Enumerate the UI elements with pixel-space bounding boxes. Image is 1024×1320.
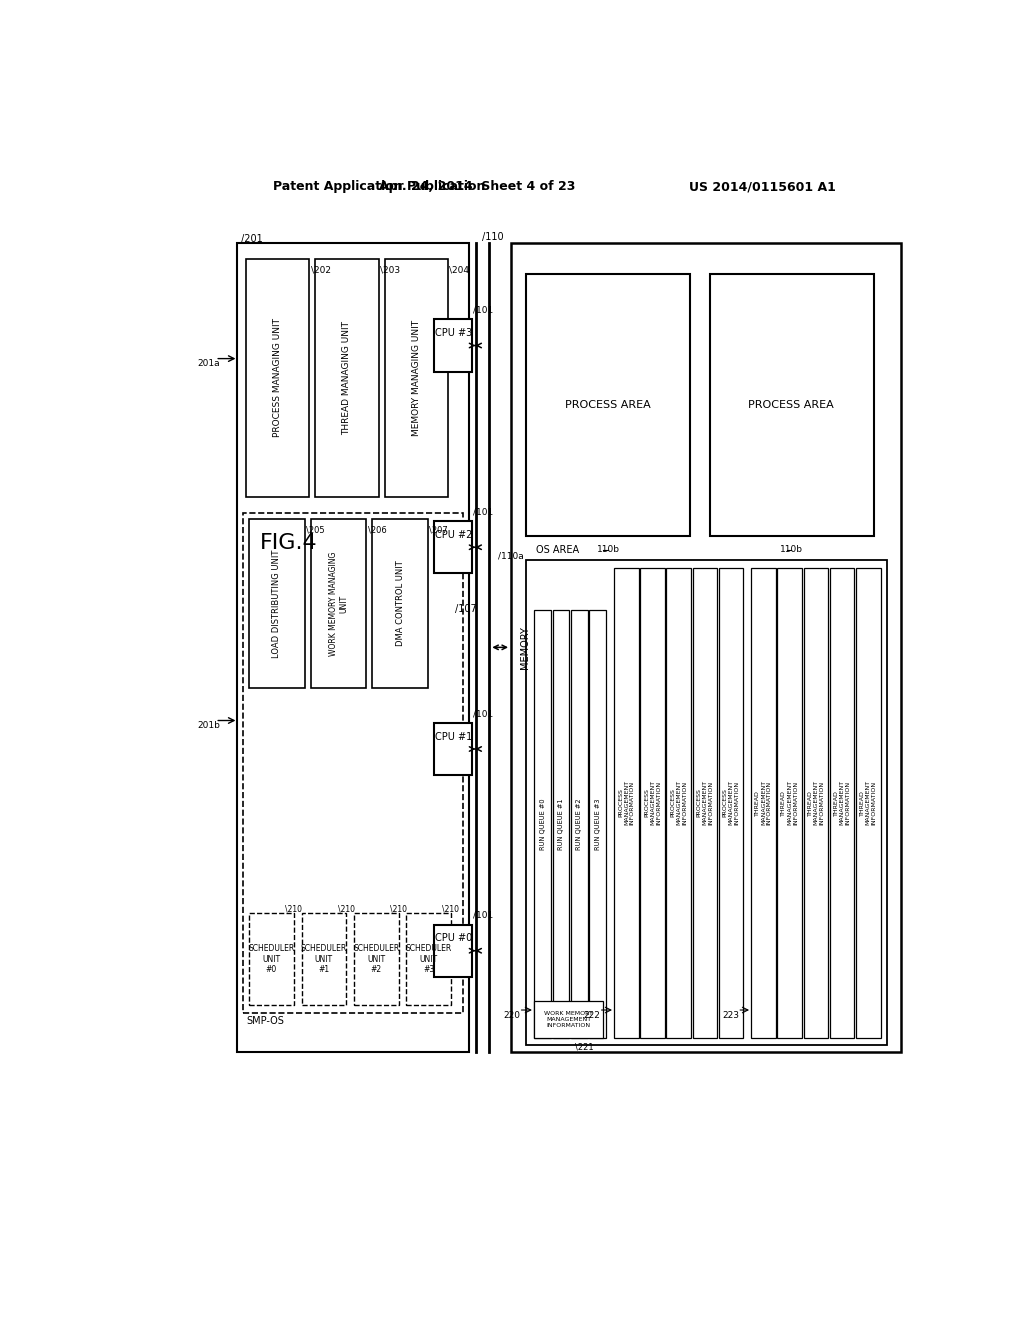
Text: MEMORY MANAGING UNIT: MEMORY MANAGING UNIT (412, 319, 421, 436)
Bar (553, 610, 569, 1038)
Text: \210: \210 (390, 904, 407, 913)
Text: /201: /201 (242, 234, 263, 244)
Text: \203: \203 (380, 265, 400, 275)
Text: PROCESS
MANAGEMENT
INFORMATION: PROCESS MANAGEMENT INFORMATION (723, 780, 739, 825)
Bar (354, 913, 398, 1006)
Text: PROCESS
MANAGEMENT
INFORMATION: PROCESS MANAGEMENT INFORMATION (618, 780, 635, 825)
Bar (719, 568, 743, 1038)
Text: PROCESS
MANAGEMENT
INFORMATION: PROCESS MANAGEMENT INFORMATION (644, 780, 660, 825)
Text: WORK MEMORY
MANAGEMENT
INFORMATION: WORK MEMORY MANAGEMENT INFORMATION (544, 1011, 593, 1027)
Text: THREAD
MANAGEMENT
INFORMATION: THREAD MANAGEMENT INFORMATION (756, 780, 772, 825)
Text: LOAD DISTRIBUTING UNIT: LOAD DISTRIBUTING UNIT (272, 549, 282, 657)
Text: THREAD
MANAGEMENT
INFORMATION: THREAD MANAGEMENT INFORMATION (808, 780, 824, 825)
Bar (434, 319, 472, 372)
Text: SMP-OS: SMP-OS (246, 1016, 284, 1026)
Text: PROCESS AREA: PROCESS AREA (565, 400, 651, 409)
Text: CPU #1: CPU #1 (434, 731, 472, 742)
Bar (526, 275, 690, 536)
Text: RUN QUEUE #2: RUN QUEUE #2 (577, 799, 583, 850)
Bar (373, 519, 428, 688)
Text: 110b: 110b (596, 545, 620, 554)
Text: 222: 222 (584, 1011, 600, 1020)
Bar (571, 610, 588, 1038)
Text: OS AREA: OS AREA (536, 545, 579, 554)
Text: \207: \207 (429, 525, 449, 535)
Bar (710, 275, 873, 536)
Text: 220: 220 (503, 1011, 520, 1020)
Text: THREAD MANAGING UNIT: THREAD MANAGING UNIT (342, 321, 351, 434)
Text: /101: /101 (473, 709, 494, 718)
Text: \205: \205 (306, 525, 325, 535)
Text: THREAD
MANAGEMENT
INFORMATION: THREAD MANAGEMENT INFORMATION (834, 780, 850, 825)
Text: 201b: 201b (198, 722, 220, 730)
Text: \210: \210 (286, 904, 302, 913)
Text: PROCESS
MANAGEMENT
INFORMATION: PROCESS MANAGEMENT INFORMATION (696, 780, 714, 825)
Text: /101: /101 (473, 306, 494, 314)
Bar (434, 924, 472, 977)
Bar (590, 610, 606, 1038)
Text: THREAD
MANAGEMENT
INFORMATION: THREAD MANAGEMENT INFORMATION (860, 780, 877, 825)
Text: FIG.4: FIG.4 (260, 533, 317, 553)
Bar (249, 519, 304, 688)
Text: THREAD
MANAGEMENT
INFORMATION: THREAD MANAGEMENT INFORMATION (781, 780, 798, 825)
Bar (667, 568, 691, 1038)
Bar (301, 913, 346, 1006)
Text: \210: \210 (338, 904, 354, 913)
Text: SCHEDULER
UNIT
#0: SCHEDULER UNIT #0 (249, 944, 295, 974)
Text: SCHEDULER
UNIT
#2: SCHEDULER UNIT #2 (353, 944, 399, 974)
Text: RUN QUEUE #3: RUN QUEUE #3 (595, 799, 601, 850)
Text: 110b: 110b (779, 545, 803, 554)
Bar (407, 913, 451, 1006)
Bar (526, 561, 887, 1045)
Bar (535, 1001, 603, 1038)
Text: Apr. 24, 2014  Sheet 4 of 23: Apr. 24, 2014 Sheet 4 of 23 (379, 181, 575, 194)
Text: CPU #3: CPU #3 (434, 329, 472, 338)
Text: DMA CONTROL UNIT: DMA CONTROL UNIT (395, 561, 404, 647)
Text: /110a: /110a (498, 552, 523, 560)
Bar (246, 259, 309, 498)
Bar (511, 243, 900, 1052)
Bar (434, 521, 472, 573)
Text: /101: /101 (473, 507, 494, 516)
Text: 201a: 201a (198, 359, 220, 368)
Text: \210: \210 (442, 904, 460, 913)
Text: \206: \206 (368, 525, 386, 535)
Text: RUN QUEUE #0: RUN QUEUE #0 (540, 799, 546, 850)
Text: \221: \221 (574, 1043, 594, 1052)
Text: WORK MEMORY MANAGING
UNIT: WORK MEMORY MANAGING UNIT (329, 552, 348, 656)
Text: \202: \202 (310, 265, 331, 275)
Text: 223: 223 (722, 1011, 739, 1020)
Text: CPU #2: CPU #2 (434, 529, 472, 540)
Bar (310, 519, 367, 688)
Bar (243, 512, 463, 1014)
Text: US 2014/0115601 A1: US 2014/0115601 A1 (688, 181, 836, 194)
Text: PROCESS AREA: PROCESS AREA (749, 400, 835, 409)
Bar (385, 259, 447, 498)
Text: MEMORY: MEMORY (520, 626, 529, 669)
Text: Patent Application Publication: Patent Application Publication (273, 181, 485, 194)
Bar (804, 568, 828, 1038)
Bar (640, 568, 665, 1038)
Bar (249, 913, 294, 1006)
Text: PROCESS
MANAGEMENT
INFORMATION: PROCESS MANAGEMENT INFORMATION (671, 780, 687, 825)
Bar (315, 259, 379, 498)
Bar (237, 243, 469, 1052)
Bar (752, 568, 776, 1038)
Bar (692, 568, 717, 1038)
Text: /101: /101 (473, 911, 494, 920)
Text: CPU #0: CPU #0 (434, 933, 472, 944)
Bar (614, 568, 639, 1038)
Bar (777, 568, 802, 1038)
Text: /107: /107 (456, 603, 477, 614)
Text: PROCESS MANAGING UNIT: PROCESS MANAGING UNIT (273, 318, 283, 437)
Text: SCHEDULER
UNIT
#3: SCHEDULER UNIT #3 (406, 944, 452, 974)
Bar (856, 568, 881, 1038)
Text: SCHEDULER
UNIT
#1: SCHEDULER UNIT #1 (301, 944, 347, 974)
Bar (535, 610, 551, 1038)
Bar (829, 568, 854, 1038)
Text: RUN QUEUE #1: RUN QUEUE #1 (558, 799, 564, 850)
Text: \204: \204 (450, 265, 469, 275)
Text: /110: /110 (481, 232, 503, 242)
Bar (434, 723, 472, 775)
